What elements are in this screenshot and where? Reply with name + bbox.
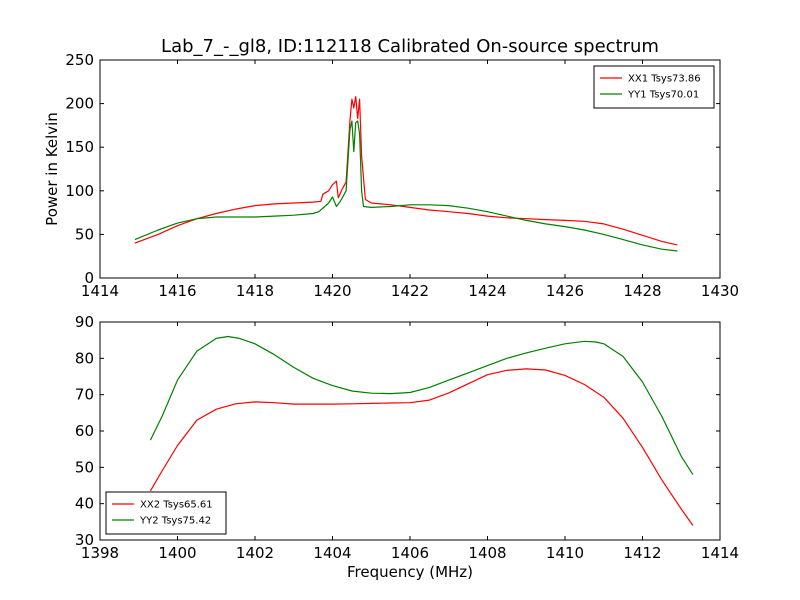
bottom-series-line-1 <box>149 368 694 526</box>
bottom-x-tick-label: 1398 <box>81 544 119 562</box>
bottom-y-tick-label: 30 <box>75 531 94 549</box>
top-panel: 1414 1416 1418 1420 1422 1424 1426 1428 1430 0 50 1… <box>43 51 739 300</box>
top-x-tick-label: 1428 <box>623 282 661 300</box>
bottom-panel: 1398 1400 1402 1404 1406 1408 1410 1412 1414 30 40… <box>75 313 739 581</box>
top-series-line-2 <box>134 120 678 252</box>
top-series-line-1 <box>134 95 678 246</box>
bottom-x-tick-label: 1406 <box>391 544 429 562</box>
top-legend-box <box>593 65 715 109</box>
bottom-x-tick-label: 1410 <box>546 544 584 562</box>
bottom-x-axis-label: Frequency (MHz) <box>347 563 473 581</box>
top-y-tick-label: 250 <box>65 51 94 69</box>
top-legend-label-2: YY1 Tsys70.01 <box>627 90 699 101</box>
bottom-y-tick-label: 60 <box>75 422 94 440</box>
top-y-tick-label: 50 <box>75 225 94 243</box>
top-x-tick-label: 1422 <box>391 282 429 300</box>
top-x-tick-label: 1418 <box>236 282 274 300</box>
top-legend: XX1 Tsys73.86 YY1 Tsys70.01 <box>593 65 715 109</box>
top-x-tick-label: 1426 <box>546 282 584 300</box>
top-x-tick-label: 1430 <box>701 282 739 300</box>
bottom-legend-label-2: YY2 Tsys75.42 <box>139 516 211 527</box>
bottom-x-tick-label: 1408 <box>468 544 506 562</box>
top-y-tick-label: 0 <box>84 269 94 287</box>
bottom-x-tick-label: 1404 <box>313 544 351 562</box>
bottom-y-tick-label: 40 <box>75 495 94 513</box>
top-x-tick-label: 1416 <box>158 282 196 300</box>
bottom-x-tick-label: 1412 <box>623 544 661 562</box>
top-x-tick-label: 1420 <box>313 282 351 300</box>
chart-title: Lab_7_-_gl8, ID:112118 Calibrated On-sou… <box>161 36 659 57</box>
bottom-x-tick-label: 1402 <box>236 544 274 562</box>
bottom-y-tick-label: 70 <box>75 386 94 404</box>
bottom-legend: XX2 Tsys65.61 YY2 Tsys75.42 <box>105 491 227 535</box>
bottom-legend-box <box>105 491 227 535</box>
top-y-tick-label: 150 <box>65 138 94 156</box>
top-y-axis-label: Power in Kelvin <box>43 112 61 226</box>
top-x-tick-label: 1424 <box>468 282 506 300</box>
bottom-y-tick-label: 80 <box>75 349 94 367</box>
bottom-x-tick-label: 1414 <box>701 544 739 562</box>
top-legend-label-1: XX1 Tsys73.86 <box>628 74 701 85</box>
bottom-x-tick-label: 1400 <box>158 544 196 562</box>
top-y-tick-label: 200 <box>65 95 94 113</box>
bottom-legend-label-1: XX2 Tsys65.61 <box>140 500 213 511</box>
top-y-tick-label: 100 <box>65 182 94 200</box>
bottom-series-line-2 <box>149 335 694 475</box>
bottom-y-tick-label: 90 <box>75 313 94 331</box>
bottom-y-tick-label: 50 <box>75 458 94 476</box>
top-x-tick-label: 1414 <box>81 282 119 300</box>
